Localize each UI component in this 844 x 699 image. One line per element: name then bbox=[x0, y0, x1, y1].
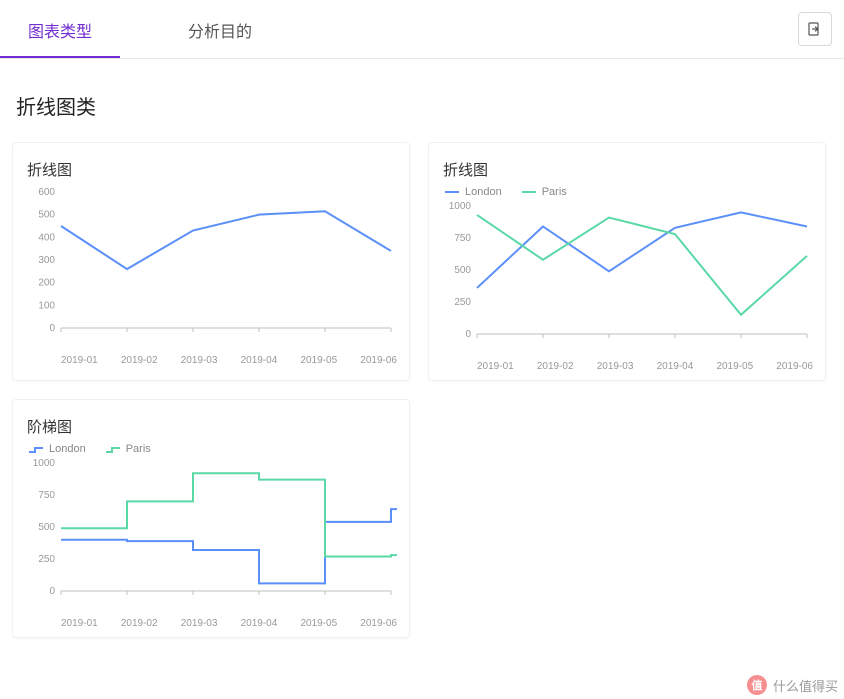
x-tick-label: 2019-05 bbox=[716, 361, 753, 372]
x-tick-label: 2019-06 bbox=[360, 618, 397, 629]
x-tick-label: 2019-04 bbox=[241, 618, 278, 629]
y-tick-label: 750 bbox=[454, 233, 471, 244]
series-Paris bbox=[61, 473, 397, 556]
tabs: 图表类型 分析目的 bbox=[0, 0, 320, 58]
x-tick-label: 2019-02 bbox=[121, 618, 158, 629]
watermark-logo-icon: 值 bbox=[747, 675, 767, 695]
y-tick-label: 0 bbox=[49, 323, 55, 334]
chart-line-single-plot: 0 100 200 300 400 500 600 2019-01 2019-02 2019-03… bbox=[27, 186, 397, 366]
x-tick-label: 2019-05 bbox=[300, 618, 337, 629]
series-value bbox=[61, 211, 391, 269]
legend-item-paris[interactable]: Paris bbox=[522, 186, 567, 198]
chart-line-single: 折线图01002003004005006002019-012019-022019… bbox=[12, 142, 410, 381]
chart-step-legend: London Paris bbox=[27, 443, 395, 455]
legend-label: Paris bbox=[126, 443, 151, 455]
legend-swatch-line-icon bbox=[445, 191, 459, 193]
x-tick-label: 2019-03 bbox=[597, 361, 634, 372]
tab-chart-type[interactable]: 图表类型 bbox=[0, 0, 120, 58]
y-tick-label: 200 bbox=[38, 278, 55, 289]
section-title: 折线图类 bbox=[16, 91, 832, 120]
y-tick-label: 1000 bbox=[33, 459, 56, 469]
chart-line-single-xaxis: 2019-01 2019-02 2019-03 2019-04 2019-05 2019-… bbox=[61, 355, 397, 366]
legend-swatch-line-icon bbox=[522, 191, 536, 193]
y-tick-label: 100 bbox=[38, 300, 55, 311]
legend-label: London bbox=[465, 186, 502, 198]
x-tick-label: 2019-06 bbox=[360, 355, 397, 366]
y-tick-label: 600 bbox=[38, 187, 55, 198]
y-tick-label: 250 bbox=[38, 554, 55, 565]
watermark: 值 什么值得买 bbox=[747, 675, 838, 695]
chart-line-multi-legend: London Paris bbox=[443, 186, 811, 198]
chart-line-single-title: 折线图 bbox=[27, 159, 395, 180]
y-tick-label: 750 bbox=[38, 490, 55, 501]
legend-item-paris[interactable]: Paris bbox=[106, 443, 151, 455]
x-tick-label: 2019-03 bbox=[181, 618, 218, 629]
series-Paris bbox=[477, 215, 807, 315]
chart-step-plot: 025050075010002019-012019-022019-032019-… bbox=[27, 459, 397, 629]
y-tick-label: 1000 bbox=[449, 202, 472, 212]
chart-step-xaxis: 2019-01 2019-02 2019-03 2019-04 2019-05 2019-… bbox=[61, 618, 397, 629]
x-tick-label: 2019-01 bbox=[61, 618, 98, 629]
chart-step: 阶梯图LondonParis025050075010002019-012019-… bbox=[12, 399, 410, 638]
chart-line-multi-plot: 025050075010002019-012019-022019-032019-… bbox=[443, 202, 813, 372]
chart-step-title: 阶梯图 bbox=[27, 416, 395, 437]
x-tick-label: 2019-02 bbox=[537, 361, 574, 372]
x-tick-label: 2019-04 bbox=[657, 361, 694, 372]
y-tick-label: 500 bbox=[38, 210, 55, 221]
y-tick-label: 300 bbox=[38, 255, 55, 266]
exit-button[interactable] bbox=[798, 12, 832, 46]
x-tick-label: 2019-04 bbox=[241, 355, 278, 366]
x-tick-label: 2019-03 bbox=[181, 355, 218, 366]
series-London bbox=[61, 509, 397, 583]
chart-line-multi-title: 折线图 bbox=[443, 159, 811, 180]
y-tick-label: 500 bbox=[454, 265, 471, 276]
exit-icon bbox=[806, 20, 824, 38]
y-tick-label: 0 bbox=[49, 586, 55, 597]
y-tick-label: 250 bbox=[454, 297, 471, 308]
tab-analysis-purpose[interactable]: 分析目的 bbox=[160, 0, 280, 58]
cards-container: 折线图01002003004005006002019-012019-022019… bbox=[12, 142, 832, 638]
x-tick-label: 2019-01 bbox=[61, 355, 98, 366]
legend-label: Paris bbox=[542, 186, 567, 198]
y-tick-label: 400 bbox=[38, 232, 55, 243]
legend-label: London bbox=[49, 443, 86, 455]
x-tick-label: 2019-06 bbox=[776, 361, 813, 372]
x-tick-label: 2019-05 bbox=[300, 355, 337, 366]
legend-item-london[interactable]: London bbox=[29, 443, 86, 455]
header: 图表类型 分析目的 bbox=[0, 0, 844, 59]
chart-line-single-svg: 0 100 200 300 400 500 600 bbox=[27, 186, 397, 346]
legend-item-london[interactable]: London bbox=[445, 186, 502, 198]
x-tick-label: 2019-02 bbox=[121, 355, 158, 366]
chart-line-multi-svg: 0 250 500 750 1000 bbox=[443, 202, 813, 352]
watermark-text: 什么值得买 bbox=[773, 676, 838, 695]
y-tick-label: 500 bbox=[38, 522, 55, 533]
legend-swatch-step-icon bbox=[29, 445, 43, 453]
legend-swatch-step-icon bbox=[106, 445, 120, 453]
x-tick-label: 2019-01 bbox=[477, 361, 514, 372]
series-London bbox=[477, 212, 807, 288]
y-tick-label: 0 bbox=[465, 329, 471, 340]
chart-line-multi: 折线图LondonParis025050075010002019-012019-… bbox=[428, 142, 826, 381]
chart-step-svg: 0 250 500 750 1000 bbox=[27, 459, 397, 609]
chart-line-multi-xaxis: 2019-01 2019-02 2019-03 2019-04 2019-05 2019-… bbox=[477, 361, 813, 372]
page-body: 折线图类 折线图01002003004005006002019-012019-0… bbox=[0, 59, 844, 650]
